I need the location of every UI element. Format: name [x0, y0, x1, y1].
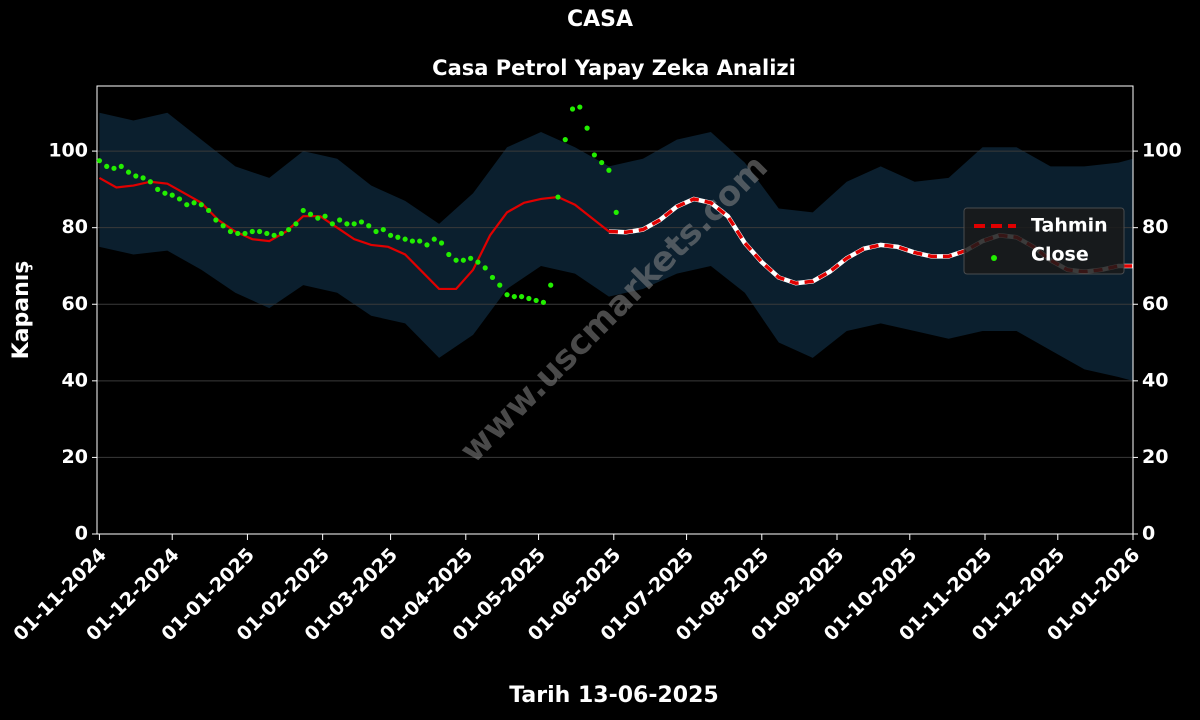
close-point	[446, 251, 452, 258]
close-point	[366, 223, 372, 229]
close-point	[125, 169, 132, 175]
close-point	[591, 152, 597, 158]
close-point	[453, 257, 459, 263]
close-point	[169, 192, 175, 198]
legend-box	[963, 207, 1125, 275]
close-point	[460, 257, 466, 263]
close-point	[431, 236, 437, 242]
legend-label: Close	[1031, 244, 1089, 266]
close-point	[351, 221, 357, 227]
close-point	[526, 295, 532, 302]
y2-tick-label: 60	[1142, 293, 1168, 315]
close-point	[278, 230, 284, 237]
close-point	[569, 106, 576, 112]
close-point	[337, 217, 343, 223]
close-point	[424, 242, 430, 248]
close-point	[504, 292, 510, 298]
y-tick-label: 60	[62, 293, 88, 315]
legend-swatch	[991, 255, 997, 261]
close-point	[489, 274, 496, 281]
y2-tick-label: 80	[1142, 216, 1168, 238]
close-point	[373, 228, 379, 235]
y-tick-label: 20	[62, 446, 88, 468]
close-point	[438, 240, 445, 246]
close-point	[555, 194, 561, 200]
close-point	[213, 217, 219, 223]
confidence-band	[99, 112, 1133, 381]
close-point	[118, 163, 124, 170]
y-axis-label: Kapanış	[9, 261, 34, 360]
close-point	[206, 207, 212, 214]
close-point	[315, 215, 321, 221]
close-point	[322, 213, 328, 219]
close-point	[497, 282, 503, 288]
close-point	[577, 104, 583, 110]
close-point	[417, 238, 423, 244]
close-point	[133, 173, 139, 179]
close-point	[111, 165, 117, 171]
close-point	[329, 221, 335, 227]
close-point	[184, 202, 190, 208]
close-point	[249, 228, 255, 235]
forecast-line	[98, 176, 610, 291]
close-point	[256, 228, 263, 235]
y-tick-label: 0	[75, 523, 88, 545]
close-point	[227, 228, 234, 235]
y2-tick-label: 0	[1142, 523, 1155, 545]
close-point	[606, 167, 612, 173]
close-point	[468, 255, 474, 261]
close-point	[518, 293, 525, 300]
close-point	[344, 221, 350, 227]
close-point	[395, 234, 401, 240]
y2-tick-label: 20	[1142, 446, 1168, 468]
close-point	[613, 209, 619, 215]
close-point	[286, 226, 292, 233]
close-point	[198, 202, 204, 208]
close-point	[162, 190, 168, 196]
close-point	[155, 186, 161, 192]
close-point	[584, 125, 590, 131]
y2-tick-label: 100	[1142, 140, 1182, 162]
close-point	[380, 226, 386, 233]
close-point	[402, 236, 408, 242]
close-point	[475, 259, 481, 265]
legend: Tahmin Close	[963, 207, 1125, 275]
close-point	[358, 219, 365, 225]
close-point	[235, 230, 241, 237]
legend-label: Tahmin	[1031, 215, 1108, 237]
y-tick-label: 80	[62, 216, 88, 238]
close-point	[300, 207, 306, 214]
close-point	[562, 137, 568, 143]
y2-tick-label: 40	[1142, 369, 1168, 391]
close-point	[548, 282, 554, 288]
close-point	[387, 232, 394, 238]
close-point	[264, 230, 270, 237]
x-axis-label: Tarih 13-06-2025	[509, 683, 718, 708]
close-point	[104, 163, 110, 170]
y-tick-label: 100	[48, 140, 88, 162]
plot-frame	[96, 85, 1134, 535]
close-point	[511, 293, 517, 300]
close-point	[599, 159, 605, 166]
close-point	[242, 230, 248, 237]
close-point	[271, 232, 277, 238]
close-point	[307, 211, 314, 217]
close-point	[176, 196, 183, 202]
close-point	[293, 221, 299, 227]
close-point	[409, 238, 416, 244]
close-point	[482, 265, 488, 271]
close-point	[220, 223, 226, 229]
close-point	[191, 200, 197, 206]
chart-title: CASA	[567, 7, 633, 32]
close-point	[147, 179, 153, 185]
close-point	[540, 299, 547, 305]
chart-subtitle: Casa Petrol Yapay Zeka Analizi	[432, 56, 796, 80]
close-point	[96, 158, 103, 164]
close-point	[533, 297, 539, 304]
forecast-line	[608, 197, 1133, 285]
close-point	[140, 175, 146, 181]
y-tick-label: 40	[62, 369, 88, 391]
